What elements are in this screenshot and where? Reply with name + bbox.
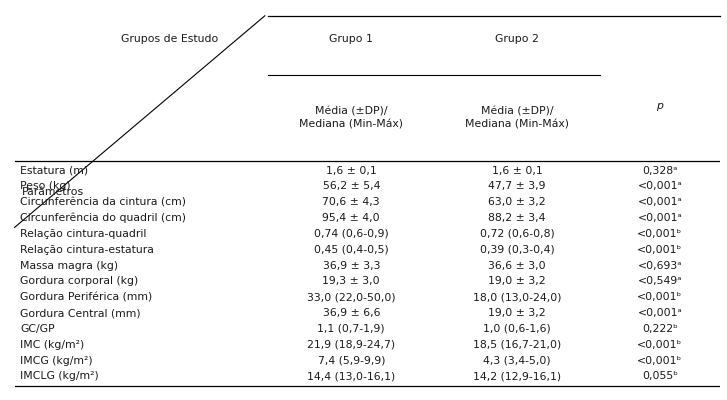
Text: 1,6 ± 0,1: 1,6 ± 0,1: [326, 166, 377, 176]
Text: Média (±DP)/
Mediana (Min-Máx): Média (±DP)/ Mediana (Min-Máx): [465, 106, 569, 129]
Text: 21,9 (18,9-24,7): 21,9 (18,9-24,7): [308, 340, 395, 350]
Text: <0,693ᵃ: <0,693ᵃ: [638, 260, 682, 270]
Text: Gordura Periférica (mm): Gordura Periférica (mm): [20, 292, 153, 302]
Text: 70,6 ± 4,3: 70,6 ± 4,3: [323, 197, 380, 207]
Text: Grupos de Estudo: Grupos de Estudo: [121, 34, 218, 44]
Text: 14,4 (13,0-16,1): 14,4 (13,0-16,1): [307, 371, 395, 381]
Text: IMCG (kg/m²): IMCG (kg/m²): [20, 356, 93, 366]
Text: <0,001ᵇ: <0,001ᵇ: [638, 229, 683, 239]
Text: 33,0 (22,0-50,0): 33,0 (22,0-50,0): [307, 292, 395, 302]
Text: Relação cintura-quadril: Relação cintura-quadril: [20, 229, 147, 239]
Text: <0,001ᵃ: <0,001ᵃ: [638, 308, 682, 318]
Text: IMC (kg/m²): IMC (kg/m²): [20, 340, 84, 350]
Text: Grupo 2: Grupo 2: [495, 34, 539, 44]
Text: 47,7 ± 3,9: 47,7 ± 3,9: [489, 182, 546, 192]
Text: <0,001ᵇ: <0,001ᵇ: [638, 292, 683, 302]
Text: Circunferência do quadril (cm): Circunferência do quadril (cm): [20, 213, 186, 223]
Text: 18,5 (16,7-21,0): 18,5 (16,7-21,0): [473, 340, 561, 350]
Text: 19,0 ± 3,2: 19,0 ± 3,2: [488, 308, 546, 318]
Text: 14,2 (12,9-16,1): 14,2 (12,9-16,1): [473, 371, 561, 381]
Text: 1,1 (0,7-1,9): 1,1 (0,7-1,9): [318, 324, 385, 334]
Text: 0,74 (0,6-0,9): 0,74 (0,6-0,9): [314, 229, 389, 239]
Text: Gordura Central (mm): Gordura Central (mm): [20, 308, 141, 318]
Text: 1,0 (0,6-1,6): 1,0 (0,6-1,6): [483, 324, 551, 334]
Text: Peso (kg): Peso (kg): [20, 182, 71, 192]
Text: Relação cintura-estatura: Relação cintura-estatura: [20, 245, 154, 255]
Text: 36,9 ± 3,3: 36,9 ± 3,3: [323, 260, 380, 270]
Text: 36,6 ± 3,0: 36,6 ± 3,0: [488, 260, 546, 270]
Text: Média (±DP)/
Mediana (Min-Máx): Média (±DP)/ Mediana (Min-Máx): [300, 106, 403, 129]
Text: 0,39 (0,3-0,4): 0,39 (0,3-0,4): [480, 245, 555, 255]
Text: <0,549ᵃ: <0,549ᵃ: [638, 276, 682, 286]
Text: 1,6 ± 0,1: 1,6 ± 0,1: [491, 166, 542, 176]
Text: 19,3 ± 3,0: 19,3 ± 3,0: [323, 276, 380, 286]
Text: 0,055ᵇ: 0,055ᵇ: [642, 371, 678, 381]
Text: Gordura corporal (kg): Gordura corporal (kg): [20, 276, 138, 286]
Text: <0,001ᵇ: <0,001ᵇ: [638, 245, 683, 255]
Text: <0,001ᵇ: <0,001ᵇ: [638, 356, 683, 366]
Text: 7,4 (5,9-9,9): 7,4 (5,9-9,9): [318, 356, 385, 366]
Text: 4,3 (3,4-5,0): 4,3 (3,4-5,0): [483, 356, 551, 366]
Text: 18,0 (13,0-24,0): 18,0 (13,0-24,0): [473, 292, 561, 302]
Text: Estatura (m): Estatura (m): [20, 166, 88, 176]
Text: 88,2 ± 3,4: 88,2 ± 3,4: [489, 213, 546, 223]
Text: Grupo 1: Grupo 1: [329, 34, 373, 44]
Text: GC/GP: GC/GP: [20, 324, 55, 334]
Text: Massa magra (kg): Massa magra (kg): [20, 260, 119, 270]
Text: 0,222ᵇ: 0,222ᵇ: [642, 324, 678, 334]
Text: Circunferência da cintura (cm): Circunferência da cintura (cm): [20, 197, 186, 207]
Text: 63,0 ± 3,2: 63,0 ± 3,2: [488, 197, 546, 207]
Text: <0,001ᵇ: <0,001ᵇ: [638, 340, 683, 350]
Text: 56,2 ± 5,4: 56,2 ± 5,4: [323, 182, 380, 192]
Text: 0,45 (0,4-0,5): 0,45 (0,4-0,5): [314, 245, 389, 255]
Text: IMCLG (kg/m²): IMCLG (kg/m²): [20, 371, 99, 381]
Text: 0,328ᵃ: 0,328ᵃ: [642, 166, 678, 176]
Text: 36,9 ± 6,6: 36,9 ± 6,6: [323, 308, 380, 318]
Text: <0,001ᵃ: <0,001ᵃ: [638, 197, 682, 207]
Text: 0,72 (0,6-0,8): 0,72 (0,6-0,8): [480, 229, 555, 239]
Text: 19,0 ± 3,2: 19,0 ± 3,2: [488, 276, 546, 286]
Text: Parâmetros: Parâmetros: [22, 187, 84, 197]
Text: p: p: [656, 101, 663, 111]
Text: <0,001ᵃ: <0,001ᵃ: [638, 213, 682, 223]
Text: <0,001ᵃ: <0,001ᵃ: [638, 182, 682, 192]
Text: 95,4 ± 4,0: 95,4 ± 4,0: [323, 213, 380, 223]
